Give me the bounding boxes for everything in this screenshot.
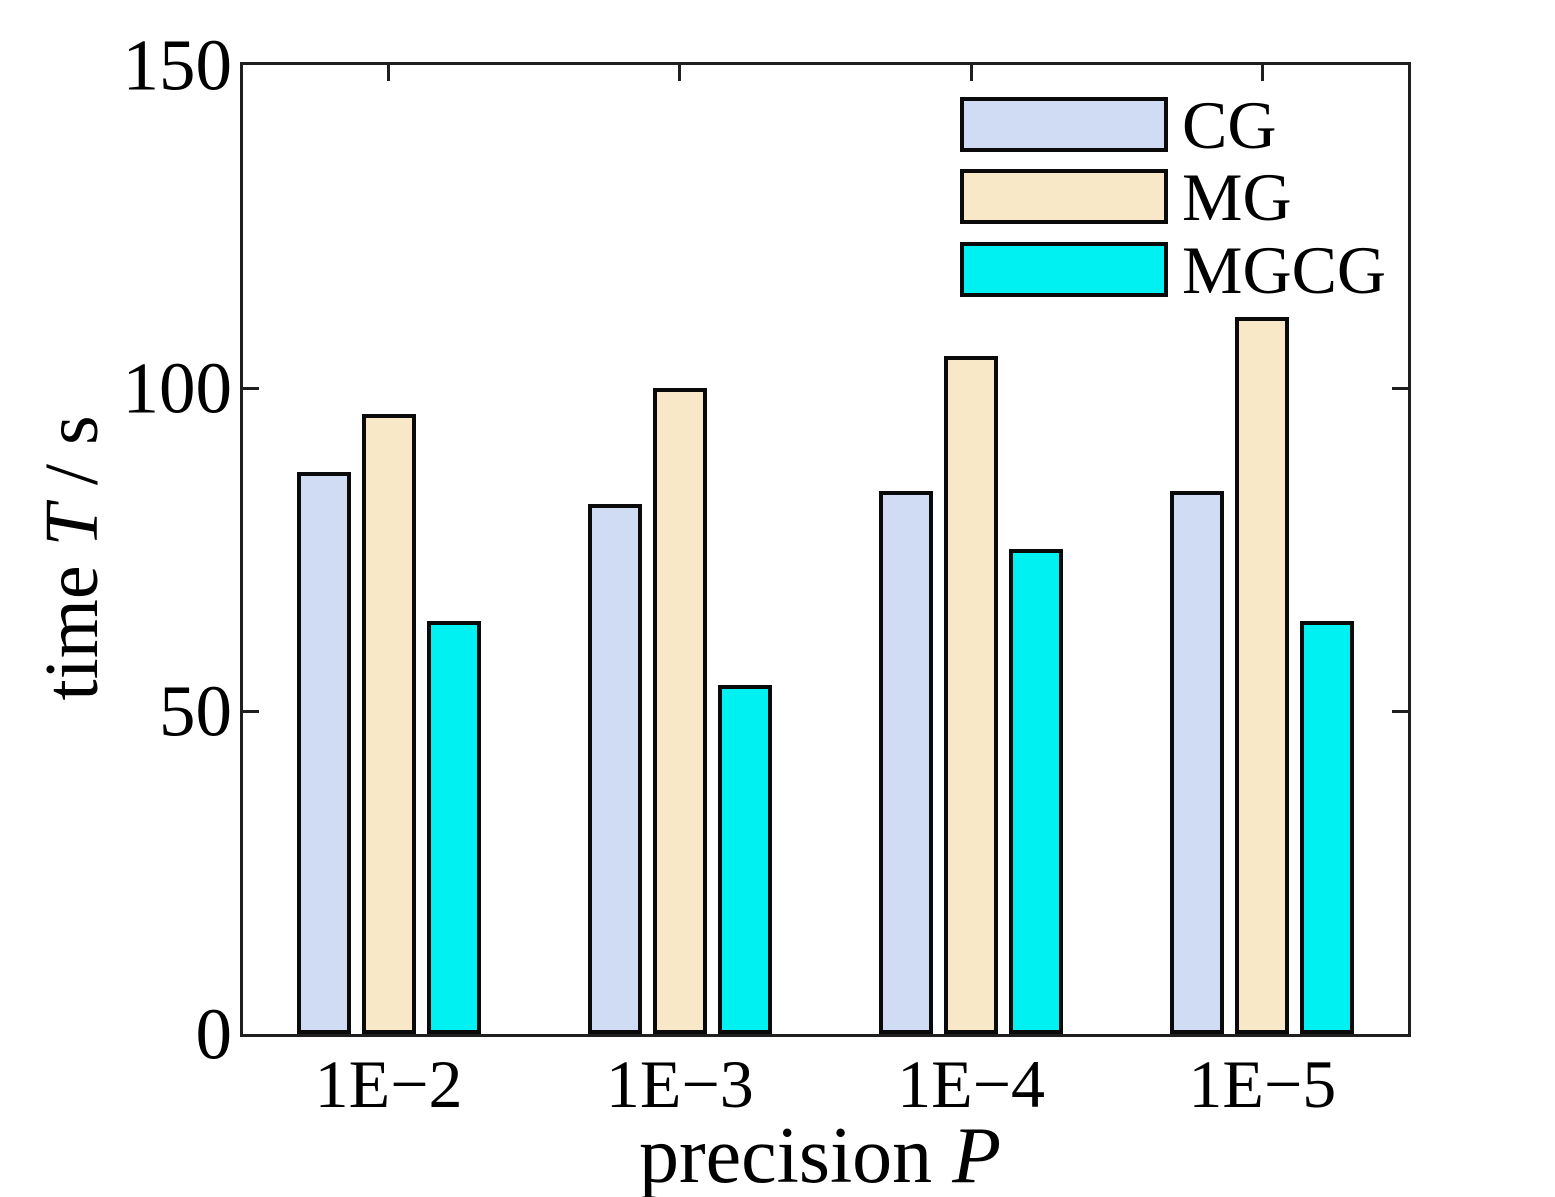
y-tick-left-100 (243, 386, 259, 390)
x-tick-top-1E−2 (387, 65, 391, 81)
x-axis-title: precision P (639, 1116, 1001, 1196)
legend-entry-mgcg: MGCG (960, 236, 1386, 304)
x-tick-top-1E−5 (1260, 65, 1264, 81)
bar-mgcg-1E−5 (1300, 621, 1355, 1034)
y-tick-right-50 (1392, 709, 1408, 713)
bar-mg-1E−2 (361, 414, 416, 1034)
x-tick-top-1E−4 (969, 65, 973, 81)
bar-mgcg-1E−4 (1009, 549, 1064, 1034)
bar-mg-1E−5 (1235, 317, 1290, 1034)
bar-cg-1E−2 (296, 472, 351, 1034)
y-tick-label-150: 150 (122, 24, 233, 106)
legend-entry-mg: MG (960, 163, 1292, 231)
legend-swatch-mg (960, 169, 1168, 224)
legend-swatch-cg (960, 97, 1168, 152)
bar-cg-1E−5 (1170, 491, 1225, 1034)
bar-cg-1E−3 (587, 504, 642, 1034)
legend-label-mgcg: MGCG (1182, 231, 1387, 308)
bar-mgcg-1E−2 (426, 621, 481, 1034)
legend-label-mg: MG (1182, 158, 1292, 235)
y-tick-left-50 (243, 709, 259, 713)
bar-mgcg-1E−3 (717, 685, 772, 1034)
bar-cg-1E−4 (879, 491, 934, 1034)
x-tick-top-1E−3 (678, 65, 682, 81)
x-tick-label-1E−3: 1E−3 (605, 1046, 754, 1122)
legend-swatch-mgcg (960, 242, 1168, 297)
bar-mg-1E−3 (652, 388, 707, 1034)
y-axis-unit: / s (30, 415, 114, 505)
y-tick-label-50: 50 (159, 670, 232, 752)
y-axis-variable: T (30, 504, 114, 547)
legend-label-cg: CG (1182, 86, 1277, 163)
x-tick-label-1E−5: 1E−5 (1188, 1046, 1337, 1122)
y-tick-right-100 (1392, 386, 1408, 390)
y-axis-title: time T / s (30, 415, 114, 700)
x-axis-title-text: precision (638, 1112, 953, 1197)
bar-mg-1E−4 (944, 356, 999, 1034)
legend-entry-cg: CG (960, 91, 1276, 159)
x-tick-label-1E−4: 1E−4 (897, 1046, 1046, 1122)
y-tick-label-0: 0 (195, 993, 233, 1075)
y-tick-label-100: 100 (122, 347, 233, 429)
plot-area: CG MG MGCG (240, 62, 1411, 1037)
x-axis-variable: P (952, 1112, 1002, 1197)
x-tick-label-1E−2: 1E−2 (314, 1046, 463, 1122)
